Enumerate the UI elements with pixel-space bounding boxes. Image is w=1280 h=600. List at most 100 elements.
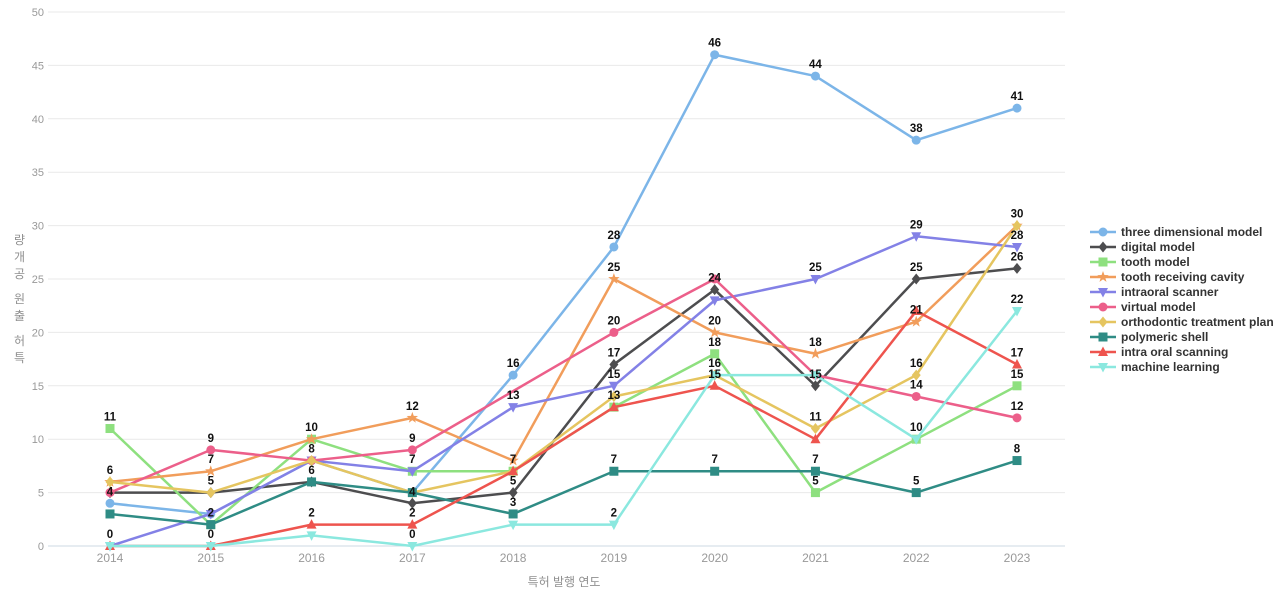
data-point[interactable] [911,391,921,401]
data-point[interactable] [305,433,318,445]
data-point[interactable] [1012,413,1022,423]
data-point[interactable] [307,477,317,487]
data-point[interactable] [407,519,418,529]
legend-item-machine-learning[interactable]: machine learning [1090,359,1274,374]
data-point[interactable] [709,296,720,306]
data-point[interactable] [911,435,922,445]
data-point[interactable] [407,488,417,498]
legend-item-orthodontic-treatment-plan[interactable]: orthodontic treatment plan [1090,314,1274,329]
data-point-label: 4 [107,486,114,498]
data-point[interactable] [810,433,821,444]
data-point[interactable] [1012,242,1022,253]
data-point-label: 28 [607,230,620,242]
data-point[interactable] [810,488,820,498]
data-point[interactable] [1012,358,1022,369]
data-point[interactable] [810,380,820,392]
data-point-label: 15 [708,369,721,381]
data-point-label: 30 [1011,209,1024,221]
data-point[interactable] [708,326,721,338]
data-point[interactable] [710,274,720,284]
data-point[interactable] [809,347,822,359]
data-point-label: 5 [510,476,517,488]
data-point[interactable] [406,411,419,423]
data-point[interactable] [1012,220,1022,232]
data-point[interactable] [911,273,921,285]
data-point[interactable] [508,370,518,380]
data-point[interactable] [105,476,115,488]
data-point[interactable] [407,497,417,509]
legend-item-tooth-receiving-cavity[interactable]: tooth receiving cavity [1090,269,1274,284]
data-point[interactable] [105,498,115,508]
legend-item-polymeric-shell[interactable]: polymeric shell [1090,329,1274,344]
data-point[interactable] [810,71,820,81]
data-point[interactable] [911,369,921,381]
data-point[interactable] [608,401,619,412]
data-point-label: 44 [809,59,822,71]
data-point[interactable] [205,465,217,477]
data-point[interactable] [205,509,216,520]
data-point[interactable] [911,232,922,242]
data-point[interactable] [508,509,518,519]
data-point[interactable] [810,275,821,285]
data-point[interactable] [609,327,619,337]
data-point[interactable] [508,487,518,499]
data-point-label: 6 [308,465,314,477]
data-point[interactable] [105,488,115,498]
data-point[interactable] [507,454,519,466]
data-point[interactable] [911,305,922,316]
data-point[interactable] [608,520,619,531]
legend-item-intra-oral-scanning[interactable]: intra oral scanning [1090,344,1274,359]
data-point[interactable] [1012,103,1022,113]
triangle-down-marker-icon [1090,362,1116,372]
data-point[interactable] [407,542,418,552]
data-point[interactable] [508,465,519,476]
legend-item-three-dimensional-model[interactable]: three dimensional model [1090,224,1274,239]
data-point[interactable] [105,424,115,434]
data-point[interactable] [710,50,720,60]
data-point[interactable] [608,381,619,392]
data-point-label: 2 [409,508,415,520]
data-point[interactable] [1012,307,1022,317]
data-point[interactable] [710,466,720,476]
data-point[interactable] [105,542,115,552]
data-point[interactable] [609,242,619,252]
x-tick-label: 2015 [197,551,224,565]
data-point[interactable] [1012,456,1022,466]
data-point[interactable] [709,371,720,381]
data-point[interactable] [709,380,720,390]
legend-item-virtual-model[interactable]: virtual model [1090,299,1274,314]
data-point[interactable] [407,467,418,477]
y-axis-title-char: 특 [14,351,26,365]
data-point[interactable] [508,520,519,531]
data-point[interactable] [306,519,317,529]
data-point[interactable] [911,135,921,145]
data-point[interactable] [810,466,820,476]
data-point-label: 7 [409,454,415,466]
data-point[interactable] [810,423,820,435]
data-point[interactable] [1012,262,1022,274]
data-point[interactable] [910,315,922,327]
star-marker-icon [1090,270,1116,282]
data-point[interactable] [105,509,115,519]
data-point[interactable] [1012,381,1022,391]
circle-marker-icon [1090,227,1116,236]
data-point[interactable] [710,349,720,359]
data-point[interactable] [508,403,519,413]
data-point[interactable] [306,531,317,541]
data-point[interactable] [307,455,317,467]
data-point[interactable] [810,371,821,381]
legend-item-digital-model[interactable]: digital model [1090,239,1274,254]
data-point[interactable] [608,273,620,284]
data-point[interactable] [407,445,417,455]
data-point[interactable] [609,466,619,476]
data-point[interactable] [609,358,619,370]
data-point[interactable] [206,520,216,530]
legend-item-tooth-model[interactable]: tooth model [1090,254,1274,269]
data-point[interactable] [206,445,216,455]
data-point[interactable] [911,488,921,498]
data-point[interactable] [206,487,216,499]
data-point[interactable] [710,284,720,296]
legend-item-intraoral-scanner[interactable]: intraoral scanner [1090,284,1274,299]
data-point[interactable] [205,542,216,552]
data-point[interactable] [609,390,619,402]
